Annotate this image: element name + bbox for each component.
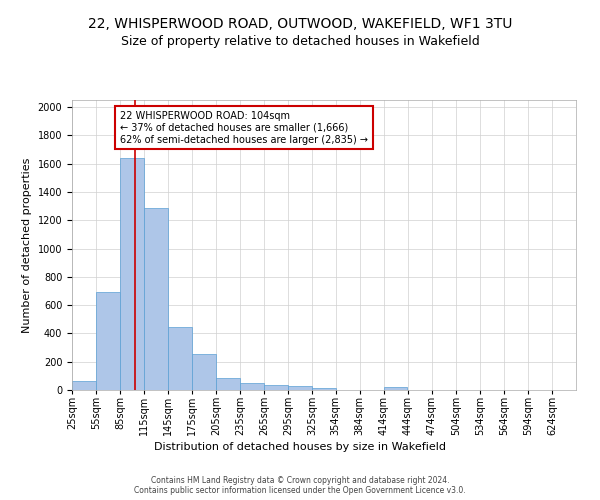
Bar	[168, 327, 192, 390]
Bar	[265, 385, 288, 390]
Bar	[289, 386, 312, 390]
Y-axis label: Number of detached properties: Number of detached properties	[22, 158, 32, 332]
Bar	[96, 292, 119, 390]
Bar	[120, 158, 144, 390]
Bar	[72, 381, 95, 390]
Bar	[144, 208, 168, 390]
Text: 22 WHISPERWOOD ROAD: 104sqm
← 37% of detached houses are smaller (1,666)
62% of : 22 WHISPERWOOD ROAD: 104sqm ← 37% of det…	[120, 112, 368, 144]
Bar	[192, 354, 216, 390]
Text: 22, WHISPERWOOD ROAD, OUTWOOD, WAKEFIELD, WF1 3TU: 22, WHISPERWOOD ROAD, OUTWOOD, WAKEFIELD…	[88, 18, 512, 32]
Text: Size of property relative to detached houses in Wakefield: Size of property relative to detached ho…	[121, 35, 479, 48]
Text: Distribution of detached houses by size in Wakefield: Distribution of detached houses by size …	[154, 442, 446, 452]
Bar	[313, 388, 336, 390]
Bar	[216, 378, 240, 390]
Text: Contains HM Land Registry data © Crown copyright and database right 2024.
Contai: Contains HM Land Registry data © Crown c…	[134, 476, 466, 495]
Bar	[383, 388, 407, 390]
Bar	[240, 383, 264, 390]
